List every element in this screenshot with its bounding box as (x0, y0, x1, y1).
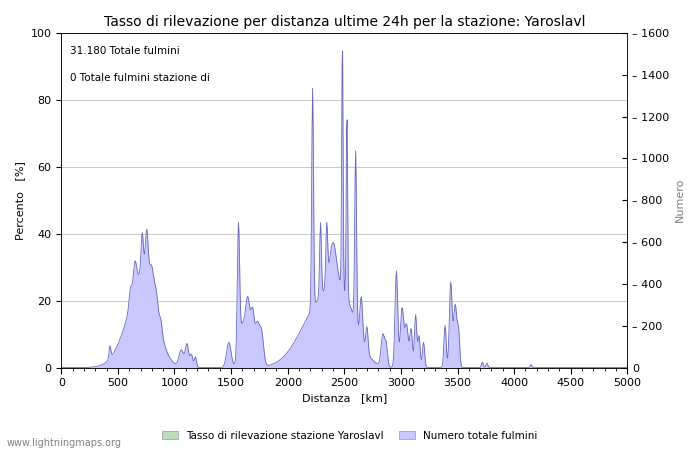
X-axis label: Distanza   [km]: Distanza [km] (302, 393, 387, 404)
Title: Tasso di rilevazione per distanza ultime 24h per la stazione: Yaroslavl: Tasso di rilevazione per distanza ultime… (104, 15, 585, 29)
Text: 0 Totale fulmini stazione di: 0 Totale fulmini stazione di (70, 73, 209, 83)
Legend: Tasso di rilevazione stazione Yaroslavl, Numero totale fulmini: Tasso di rilevazione stazione Yaroslavl,… (158, 427, 542, 445)
Y-axis label: Percento   [%]: Percento [%] (15, 161, 25, 240)
Text: 31.180 Totale fulmini: 31.180 Totale fulmini (70, 46, 179, 56)
Text: www.lightningmaps.org: www.lightningmaps.org (7, 438, 122, 448)
Y-axis label: Numero: Numero (675, 178, 685, 222)
